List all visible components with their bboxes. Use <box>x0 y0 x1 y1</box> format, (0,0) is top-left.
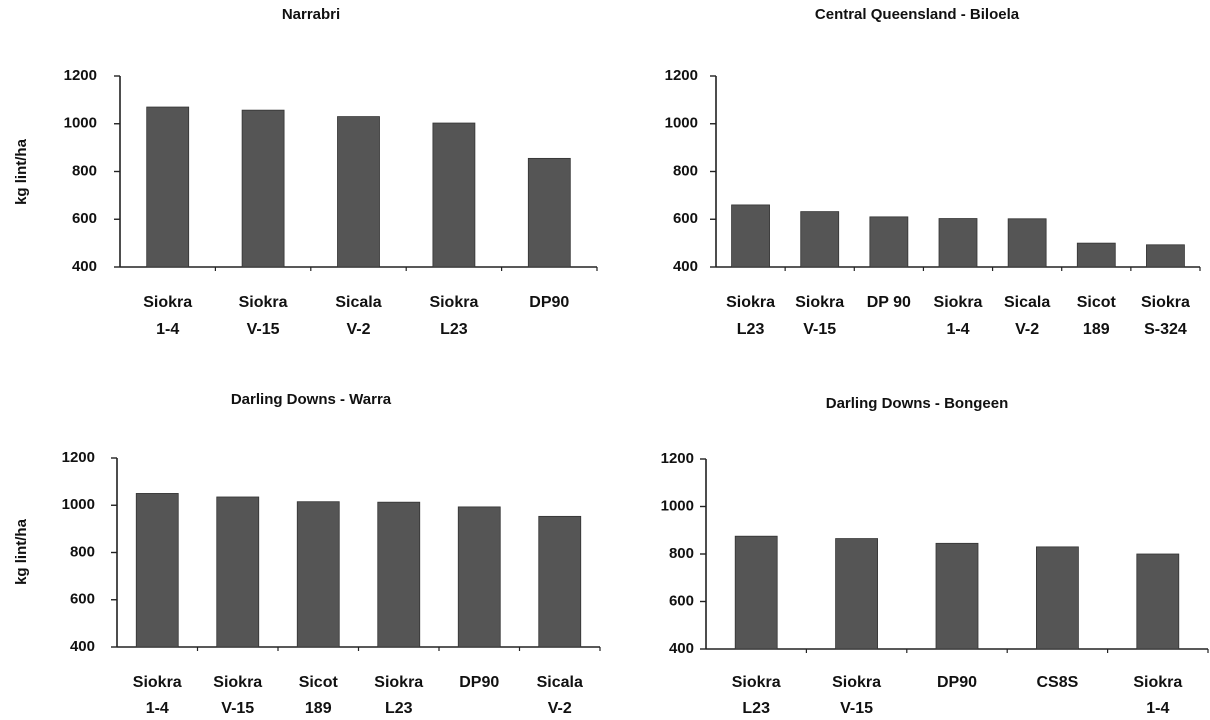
x-tick-label: DP90 <box>459 674 499 691</box>
x-tick-label: Sicot <box>1077 294 1117 311</box>
x-tick-label: Siokra <box>732 674 781 691</box>
y-tick-label: 1200 <box>64 67 97 84</box>
x-tick-label: V-15 <box>247 321 280 338</box>
x-tick-label: Sicot <box>299 674 339 691</box>
x-tick-label: Siokra <box>726 294 775 311</box>
x-tick-label: Sicala <box>537 674 583 691</box>
x-tick-label: L23 <box>742 700 770 715</box>
bar <box>1007 218 1047 268</box>
x-tick-label: Siokra <box>374 674 423 691</box>
x-tick-label: Siokra <box>795 294 844 311</box>
bar <box>1146 244 1185 268</box>
x-tick-label: 1-4 <box>146 700 169 715</box>
bar <box>1036 546 1079 650</box>
x-tick-label: 1-4 <box>946 321 969 338</box>
chart-3: Darling Downs - Warra kg lint/ha 400 600 800… <box>13 391 601 717</box>
x-tick-label: V-2 <box>1015 321 1039 338</box>
x-tick-label: V-2 <box>346 321 370 338</box>
y-tick-label: 1000 <box>64 115 97 132</box>
x-tick-label: L23 <box>440 321 468 338</box>
bar <box>432 122 476 268</box>
y-tick-label: 800 <box>70 543 95 560</box>
x-tick-label: Siokra <box>429 294 478 311</box>
bar <box>337 116 380 268</box>
y-tick-label: 800 <box>72 162 97 179</box>
bar <box>296 501 340 648</box>
y-tick-label: 400 <box>673 258 698 275</box>
y-axis-label: kg lint/ha <box>13 518 30 584</box>
x-tick-label: Siokra <box>934 294 983 311</box>
chart-4: Darling Downs - Bongeen 400 600 800 1000 1200… <box>661 395 1209 717</box>
bar <box>731 204 770 268</box>
x-tick-label: Siokra <box>213 674 262 691</box>
bar <box>1136 553 1180 650</box>
y-tick-label: 400 <box>70 638 95 655</box>
x-tick-label: 1-4 <box>156 321 179 338</box>
bar <box>241 109 285 268</box>
x-tick-label: L23 <box>385 700 413 715</box>
x-tick-label: Siokra <box>1133 674 1182 691</box>
bar <box>800 211 840 268</box>
chart-title: Central Queensland - Biloela <box>815 6 1020 23</box>
x-tick-label: Siokra <box>1141 294 1190 311</box>
y-tick-label: 1000 <box>661 497 694 514</box>
x-tick-label: 189 <box>305 700 332 715</box>
x-tick-label: Sicala <box>1004 294 1050 311</box>
x-tick-label: Siokra <box>143 294 192 311</box>
x-tick-label: CS8S <box>1037 674 1079 691</box>
y-tick-label: 600 <box>72 210 97 227</box>
bar <box>146 106 190 268</box>
x-tick-label: V-2 <box>548 700 572 715</box>
bar <box>457 506 501 648</box>
bar <box>135 493 179 648</box>
chart-2: Central Queensland - Biloela 400 600 800 100… <box>665 6 1201 338</box>
x-tick-label: DP 90 <box>867 294 911 311</box>
bar <box>835 538 878 650</box>
y-tick-label: 400 <box>669 640 694 657</box>
y-tick-label: 600 <box>70 591 95 608</box>
bar <box>938 218 978 268</box>
x-tick-label: V-15 <box>803 321 836 338</box>
x-tick-label: 1-4 <box>1146 700 1169 715</box>
x-tick-label: Siokra <box>239 294 288 311</box>
x-tick-label: DP90 <box>529 294 569 311</box>
x-tick-label: Siokra <box>133 674 182 691</box>
y-tick-label: 800 <box>669 545 694 562</box>
x-tick-label: DP90 <box>937 674 977 691</box>
y-tick-label: 1200 <box>665 67 698 84</box>
chart-title: Narrabri <box>282 6 340 23</box>
y-tick-label: 1000 <box>665 115 698 132</box>
bar <box>377 501 421 648</box>
x-tick-label: Sicala <box>335 294 381 311</box>
x-tick-label: V-15 <box>221 700 254 715</box>
x-tick-label: S-324 <box>1144 321 1187 338</box>
bar <box>538 515 582 648</box>
x-tick-label: L23 <box>737 321 765 338</box>
x-tick-label: Siokra <box>832 674 881 691</box>
chart-title: Darling Downs - Warra <box>231 391 392 408</box>
bar <box>935 542 979 650</box>
y-tick-label: 600 <box>673 210 698 227</box>
y-tick-label: 1200 <box>661 450 694 467</box>
bar <box>1076 242 1116 268</box>
bar <box>527 157 571 268</box>
bar <box>734 535 778 650</box>
y-tick-label: 1000 <box>62 496 95 513</box>
y-tick-label: 400 <box>72 258 97 275</box>
bar <box>216 496 260 648</box>
y-tick-label: 600 <box>669 592 694 609</box>
y-axis-label: kg lint/ha <box>13 138 30 204</box>
y-tick-label: 1200 <box>62 449 95 466</box>
chart-1: Narrabri kg lint/ha 400 600 800 1000 1200 Siokr… <box>13 6 598 338</box>
x-tick-label: 189 <box>1083 321 1110 338</box>
bar <box>869 216 909 268</box>
chart-title: Darling Downs - Bongeen <box>826 395 1009 412</box>
x-tick-label: V-15 <box>840 700 873 715</box>
y-tick-label: 800 <box>673 162 698 179</box>
